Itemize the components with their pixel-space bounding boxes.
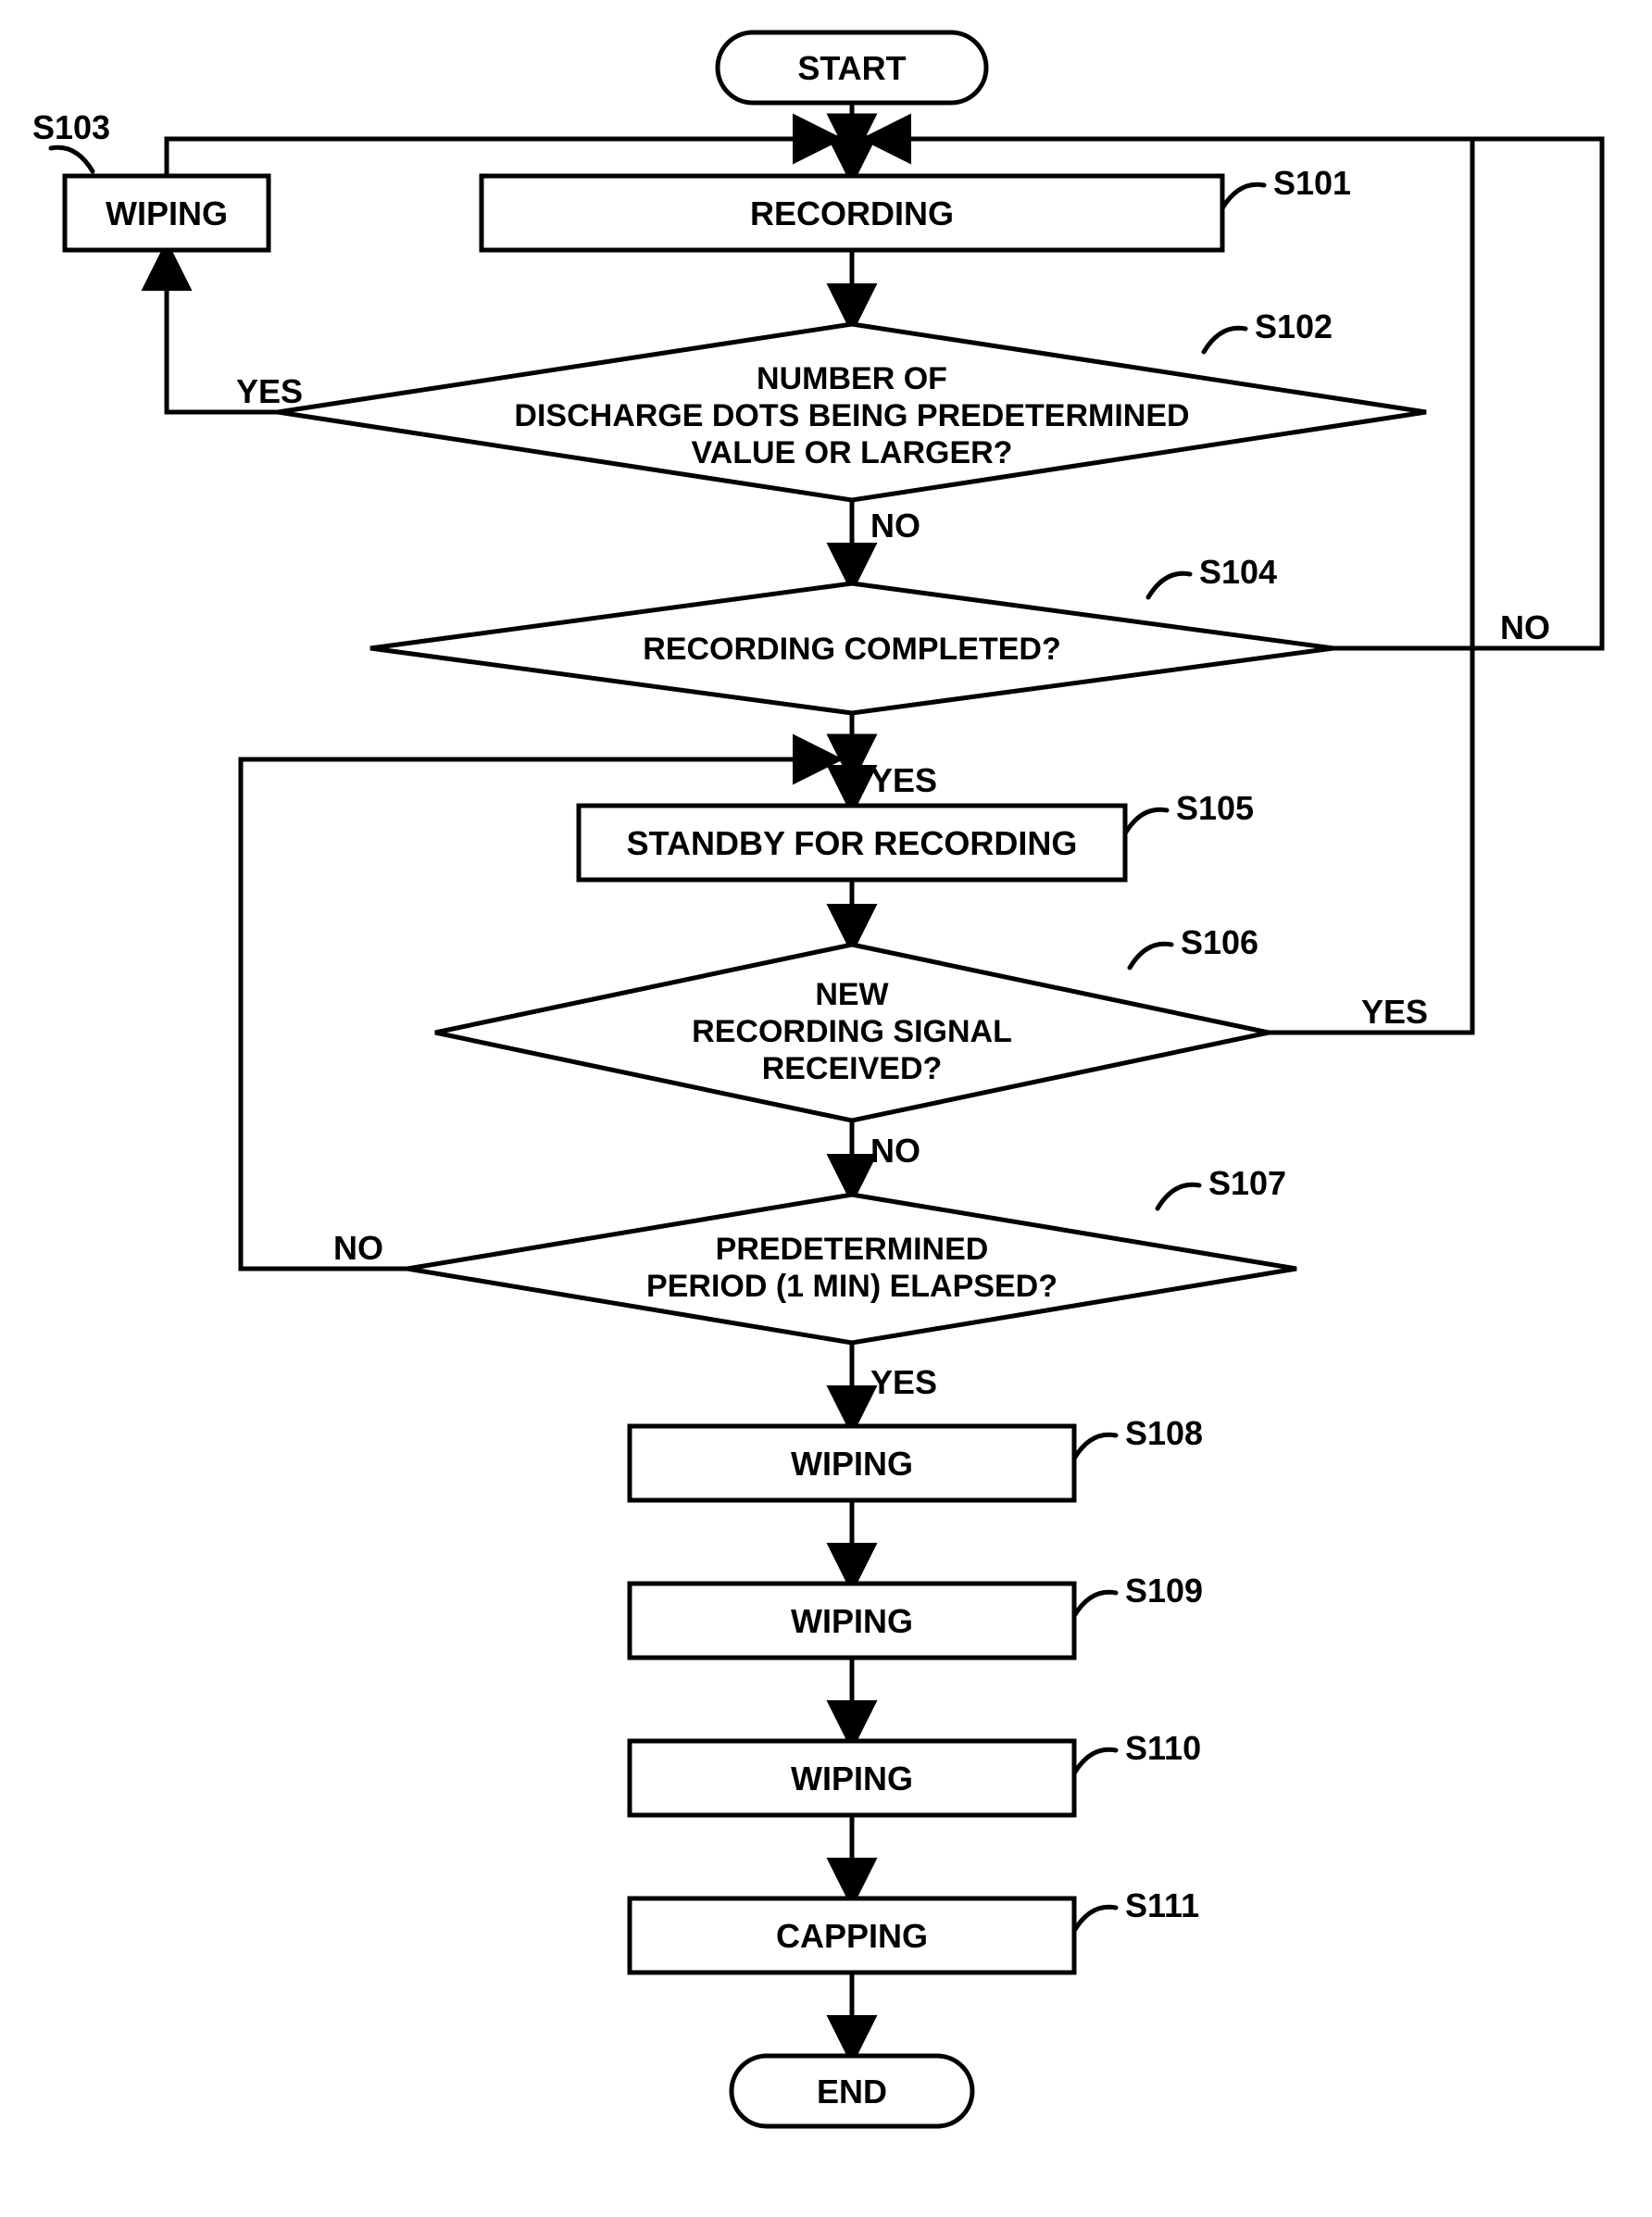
s106-text-l2: RECORDING SIGNAL [692, 1014, 1012, 1049]
s111-text: CAPPING [776, 1917, 928, 1955]
node-s109: WIPING [630, 1584, 1074, 1658]
node-s102: NUMBER OF DISCHARGE DOTS BEING PREDETERM… [278, 324, 1426, 500]
s104-text: RECORDING COMPLETED? [643, 632, 1060, 667]
s106-no-label: NO [870, 1132, 920, 1170]
start-label: START [797, 49, 906, 87]
s104-label: S104 [1199, 553, 1277, 591]
s110-text: WIPING [791, 1760, 913, 1797]
node-s111: CAPPING [630, 1898, 1074, 1973]
node-s108: WIPING [630, 1426, 1074, 1500]
node-s107: PREDETERMINED PERIOD (1 MIN) ELAPSED? [407, 1195, 1296, 1343]
s103-label: S103 [32, 108, 110, 146]
node-s105: STANDBY FOR RECORDING [579, 806, 1125, 880]
callout-s106 [1130, 944, 1171, 968]
s102-text-l2: DISCHARGE DOTS BEING PREDETERMINED [514, 398, 1189, 433]
callout-s104 [1148, 573, 1190, 597]
flowchart-canvas: START RECORDING S101 NUMBER OF DISCHARGE… [0, 0, 1652, 2217]
s107-no-label: NO [333, 1229, 383, 1267]
end-label: END [817, 2073, 887, 2111]
s102-label: S102 [1255, 307, 1333, 345]
s102-no-label: NO [870, 507, 920, 545]
s106-text-l3: RECEIVED? [762, 1051, 943, 1086]
s106-text-l1: NEW [815, 977, 889, 1012]
node-s106: NEW RECORDING SIGNAL RECEIVED? [435, 945, 1269, 1121]
node-s103: WIPING [65, 176, 269, 250]
s102-yes-label: YES [236, 372, 303, 410]
s107-yes-label: YES [870, 1363, 937, 1401]
callout-s109 [1074, 1592, 1116, 1616]
s102-text-l3: VALUE OR LARGER? [692, 435, 1013, 470]
node-end: END [732, 2056, 972, 2126]
callout-s107 [1158, 1184, 1199, 1209]
s101-text: RECORDING [750, 194, 954, 232]
s110-label: S110 [1125, 1729, 1201, 1767]
edge-s103-return [167, 139, 833, 176]
node-start: START [718, 32, 986, 103]
s104-no-label: NO [1500, 608, 1550, 646]
s106-yes-label: YES [1361, 993, 1428, 1031]
s102-text-l1: NUMBER OF [757, 361, 947, 396]
s111-label: S111 [1125, 1886, 1199, 1924]
node-s104: RECORDING COMPLETED? [370, 583, 1333, 713]
s107-label: S107 [1208, 1164, 1286, 1202]
callout-s103 [51, 147, 93, 171]
callout-s102 [1204, 328, 1245, 352]
s108-text: WIPING [791, 1445, 913, 1483]
edge-s106-yes-a [1269, 139, 1472, 1033]
s106-label: S106 [1181, 923, 1258, 961]
s108-label: S108 [1125, 1414, 1203, 1452]
node-s101: RECORDING [482, 176, 1222, 250]
s103-text: WIPING [106, 194, 228, 232]
s104-yes-label: YES [870, 761, 937, 799]
s107-text-l2: PERIOD (1 MIN) ELAPSED? [646, 1269, 1058, 1304]
s105-label: S105 [1176, 789, 1254, 827]
s105-text: STANDBY FOR RECORDING [627, 824, 1078, 862]
node-s110: WIPING [630, 1741, 1074, 1815]
s107-text-l1: PREDETERMINED [716, 1232, 989, 1267]
callout-s105 [1125, 809, 1167, 833]
callout-s108 [1074, 1434, 1116, 1459]
s109-label: S109 [1125, 1572, 1203, 1610]
callout-s110 [1074, 1749, 1116, 1773]
s109-text: WIPING [791, 1602, 913, 1640]
callout-s111 [1074, 1907, 1116, 1931]
callout-s101 [1222, 184, 1264, 208]
s101-label: S101 [1273, 164, 1351, 202]
